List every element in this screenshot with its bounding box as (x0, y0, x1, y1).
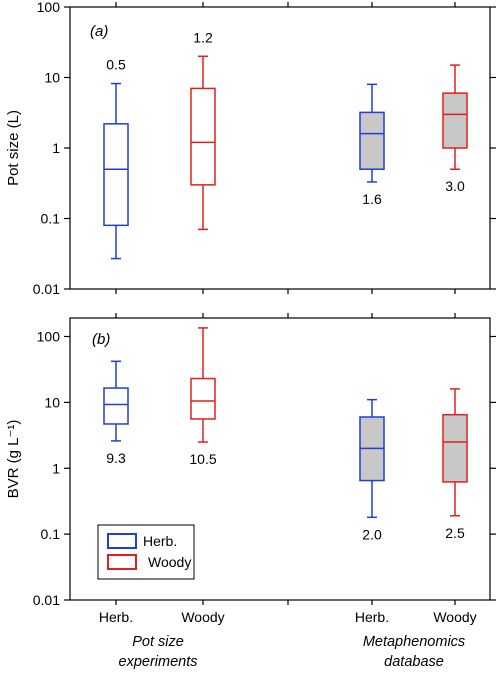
x-group-label: database (384, 654, 444, 670)
panel-b: (b) BVR (g L⁻¹) 0.01 0.1 1 10 100 9.3 10.5 2.0… (5, 313, 496, 608)
legend-swatch-herb (107, 533, 137, 549)
panel-b-x-ticks (115, 313, 456, 605)
panel-b-y-axis-title: BVR (g L⁻¹) (5, 420, 22, 499)
y-tick-label: 1 (52, 460, 60, 476)
x-group-label: Metaphenomics (363, 634, 465, 650)
median-value-label: 1.2 (193, 29, 213, 45)
box-iqr (103, 123, 129, 227)
box-herb: 2.0 (359, 398, 385, 542)
median-value-label: 2.0 (362, 526, 382, 542)
box-woody: 1.2 (190, 29, 216, 231)
box-iqr (190, 377, 216, 420)
median-value-label: 10.5 (189, 451, 216, 467)
y-tick-label: 100 (37, 0, 61, 15)
y-tick-label: 0.01 (33, 281, 60, 297)
panel-a: (a) Pot size (L) 0.01 0.1 1 10 100 0.5 1.2 1.6… (5, 0, 496, 297)
median-value-label: 2.5 (445, 525, 465, 541)
x-axis-labels: Herb. Woody Herb. Woody Pot size experim… (99, 609, 477, 670)
box-woody: 2.5 (442, 388, 468, 541)
box-iqr (442, 92, 468, 149)
panel-b-y-ticks: 0.01 0.1 1 10 100 (33, 329, 496, 608)
x-category-label: Woody (181, 609, 224, 625)
y-tick-label: 0.1 (41, 526, 61, 542)
median-value-label: 3.0 (445, 178, 465, 194)
legend-label-herb: Herb. (143, 533, 177, 549)
median-value-label: 0.5 (106, 57, 126, 73)
legend-swatch-woody (107, 554, 137, 570)
panel-a-y-axis-title: Pot size (L) (5, 110, 22, 186)
panel-a-frame (69, 6, 491, 290)
box-herb: 9.3 (103, 360, 129, 466)
y-tick-label: 1 (52, 140, 60, 156)
median-value-label: 9.3 (106, 450, 126, 466)
x-category-label: Woody (433, 609, 476, 625)
legend-label-woody: Woody (148, 554, 191, 570)
y-tick-label: 100 (37, 329, 61, 345)
panel-a-x-ticks (115, 2, 456, 294)
y-tick-label: 0.01 (33, 592, 60, 608)
x-category-label: Herb. (99, 609, 133, 625)
panel-b-frame (69, 317, 491, 601)
box-iqr (359, 111, 385, 170)
y-tick-label: 10 (44, 70, 60, 86)
y-tick-label: 10 (44, 394, 60, 410)
box-woody: 10.5 (189, 327, 217, 467)
median-value-label: 1.6 (362, 191, 382, 207)
box-iqr (103, 387, 129, 425)
box-herb: 1.6 (359, 83, 385, 207)
panel-a-y-ticks: 0.01 0.1 1 10 100 (33, 0, 496, 297)
panel-b-boxes: 9.3 10.5 2.0 2.5 (103, 327, 468, 542)
legend: Herb. Woody (97, 524, 195, 580)
x-group-label: Pot size (132, 634, 184, 650)
box-woody: 3.0 (442, 64, 468, 194)
box-iqr (190, 87, 216, 186)
x-group-label: experiments (119, 654, 198, 670)
panel-a-tag: (a) (90, 23, 108, 40)
box-iqr (442, 413, 468, 483)
panel-b-tag: (b) (92, 331, 110, 348)
x-category-label: Herb. (355, 609, 389, 625)
panel-a-boxes: 0.5 1.2 1.6 3.0 (103, 29, 468, 260)
box-herb: 0.5 (103, 57, 129, 260)
y-tick-label: 0.1 (41, 211, 61, 227)
